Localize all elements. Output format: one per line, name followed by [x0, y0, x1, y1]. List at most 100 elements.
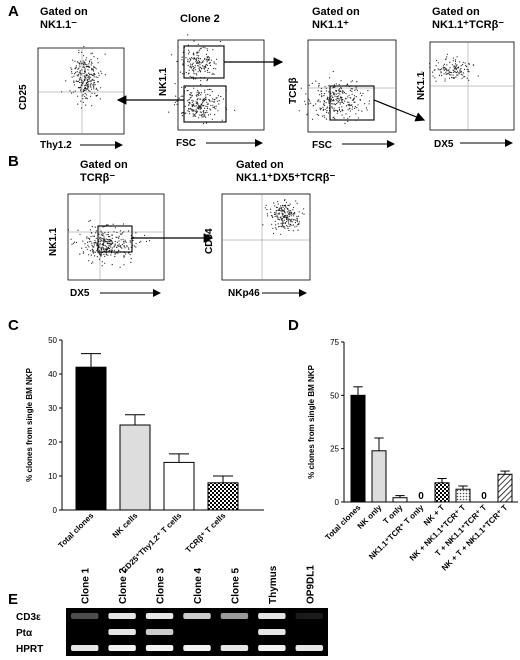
flow-event-dot	[280, 207, 282, 209]
flow-event-dot	[455, 69, 457, 71]
flow-event-dot	[340, 111, 342, 113]
flow-event-dot	[288, 214, 290, 216]
flow-event-dot	[54, 244, 57, 246]
flow-event-dot	[196, 57, 198, 59]
flow-event-dot	[318, 86, 320, 88]
flow-event-dot	[337, 101, 339, 103]
flow-event-dot	[334, 118, 336, 120]
flow-event-dot	[198, 51, 200, 53]
x-axis-label: FSC	[312, 140, 332, 151]
flow-event-dot	[104, 74, 106, 76]
gel-band	[295, 645, 323, 651]
flow-event-dot	[81, 51, 83, 54]
flow-event-dot	[338, 90, 340, 92]
flow-event-dot	[287, 227, 289, 230]
panel-b-plot-1: Gated on TCRβ⁻ NK1.1 DX5	[48, 159, 214, 299]
flow-event-dot	[337, 98, 339, 100]
flow-event-dot	[86, 75, 88, 77]
flow-event-dot	[207, 93, 209, 95]
flow-event-dot	[118, 240, 120, 242]
flow-event-dot	[108, 245, 110, 247]
flow-event-dot	[332, 91, 334, 93]
flow-event-dot	[181, 86, 183, 88]
flow-event-dot	[95, 242, 97, 244]
flow-event-dot	[448, 69, 450, 71]
flow-event-dot	[331, 100, 333, 102]
flow-event-dot	[195, 115, 197, 117]
flow-event-dot	[460, 71, 462, 73]
flow-event-dot	[93, 79, 95, 81]
flow-event-dot	[280, 208, 283, 210]
flow-event-dot	[197, 59, 199, 61]
flow-event-dot	[464, 62, 466, 64]
y-axis-label: CD25	[18, 84, 29, 110]
flow-event-dot	[468, 71, 470, 73]
flow-event-dot	[298, 223, 300, 225]
flow-event-dot	[276, 210, 278, 212]
flow-event-dot	[83, 89, 86, 92]
flow-event-dot	[205, 97, 207, 99]
flow-event-dot	[466, 77, 468, 79]
flow-event-dot	[288, 218, 290, 220]
gel-band	[145, 613, 174, 619]
flow-event-dot	[79, 70, 81, 72]
flow-event-dot	[296, 225, 298, 227]
flow-event-dot	[294, 222, 296, 224]
flow-event-dot	[104, 53, 106, 55]
flow-event-dot	[193, 69, 195, 71]
flow-event-dot	[327, 97, 329, 99]
flow-event-dot	[108, 236, 110, 238]
flow-event-dot	[354, 107, 356, 109]
flow-event-dot	[210, 88, 212, 91]
flow-event-dot	[198, 49, 201, 51]
flow-event-dot	[78, 72, 80, 74]
flow-event-dot	[103, 253, 105, 255]
flow-event-dot	[354, 106, 356, 108]
flow-event-dot	[98, 258, 101, 260]
lane-label: Clone 2	[118, 567, 129, 604]
flow-event-dot	[143, 234, 146, 236]
flow-event-dot	[206, 69, 208, 72]
flow-event-dot	[271, 223, 273, 225]
flow-event-dot	[195, 101, 197, 103]
flow-event-dot	[297, 229, 299, 231]
flow-event-dot	[176, 100, 178, 102]
flow-event-dot	[200, 68, 203, 70]
flow-event-dot	[208, 99, 210, 101]
flow-event-dot	[96, 250, 98, 252]
flow-event-dot	[93, 242, 95, 244]
flow-event-dot	[194, 110, 196, 112]
flow-event-dot	[275, 213, 277, 215]
flow-event-dot	[341, 90, 344, 92]
flow-event-dot	[187, 53, 190, 55]
flow-event-dot	[326, 106, 329, 108]
flow-event-dot	[348, 101, 350, 103]
flow-event-dot	[73, 81, 75, 84]
flow-event-dot	[449, 77, 451, 79]
flow-event-dot	[477, 75, 479, 77]
flow-event-dot	[284, 211, 286, 213]
flow-event-dot	[193, 78, 195, 80]
flow-event-dot	[83, 55, 85, 57]
flow-event-dot	[86, 82, 88, 84]
flow-event-dot	[334, 103, 336, 106]
flow-event-dot	[272, 227, 274, 230]
flow-event-dot	[82, 83, 84, 85]
flow-event-dot	[274, 227, 277, 229]
flow-event-dot	[188, 111, 190, 113]
flow-event-dot	[100, 255, 102, 257]
y-tick-label: 20	[48, 438, 57, 447]
flow-event-dot	[356, 89, 358, 91]
flow-event-dot	[444, 80, 446, 82]
flow-event-dot	[332, 99, 334, 101]
flow-event-dot	[305, 93, 307, 95]
flow-event-dot	[211, 73, 213, 75]
flow-event-dot	[453, 68, 456, 70]
flow-event-dot	[198, 107, 200, 110]
flow-event-dot	[207, 58, 209, 60]
flow-event-dot	[289, 225, 291, 227]
flow-event-dot	[196, 54, 198, 56]
flow-event-dot	[91, 105, 93, 107]
flow-event-dot	[351, 104, 353, 106]
flow-event-dot	[467, 69, 469, 71]
